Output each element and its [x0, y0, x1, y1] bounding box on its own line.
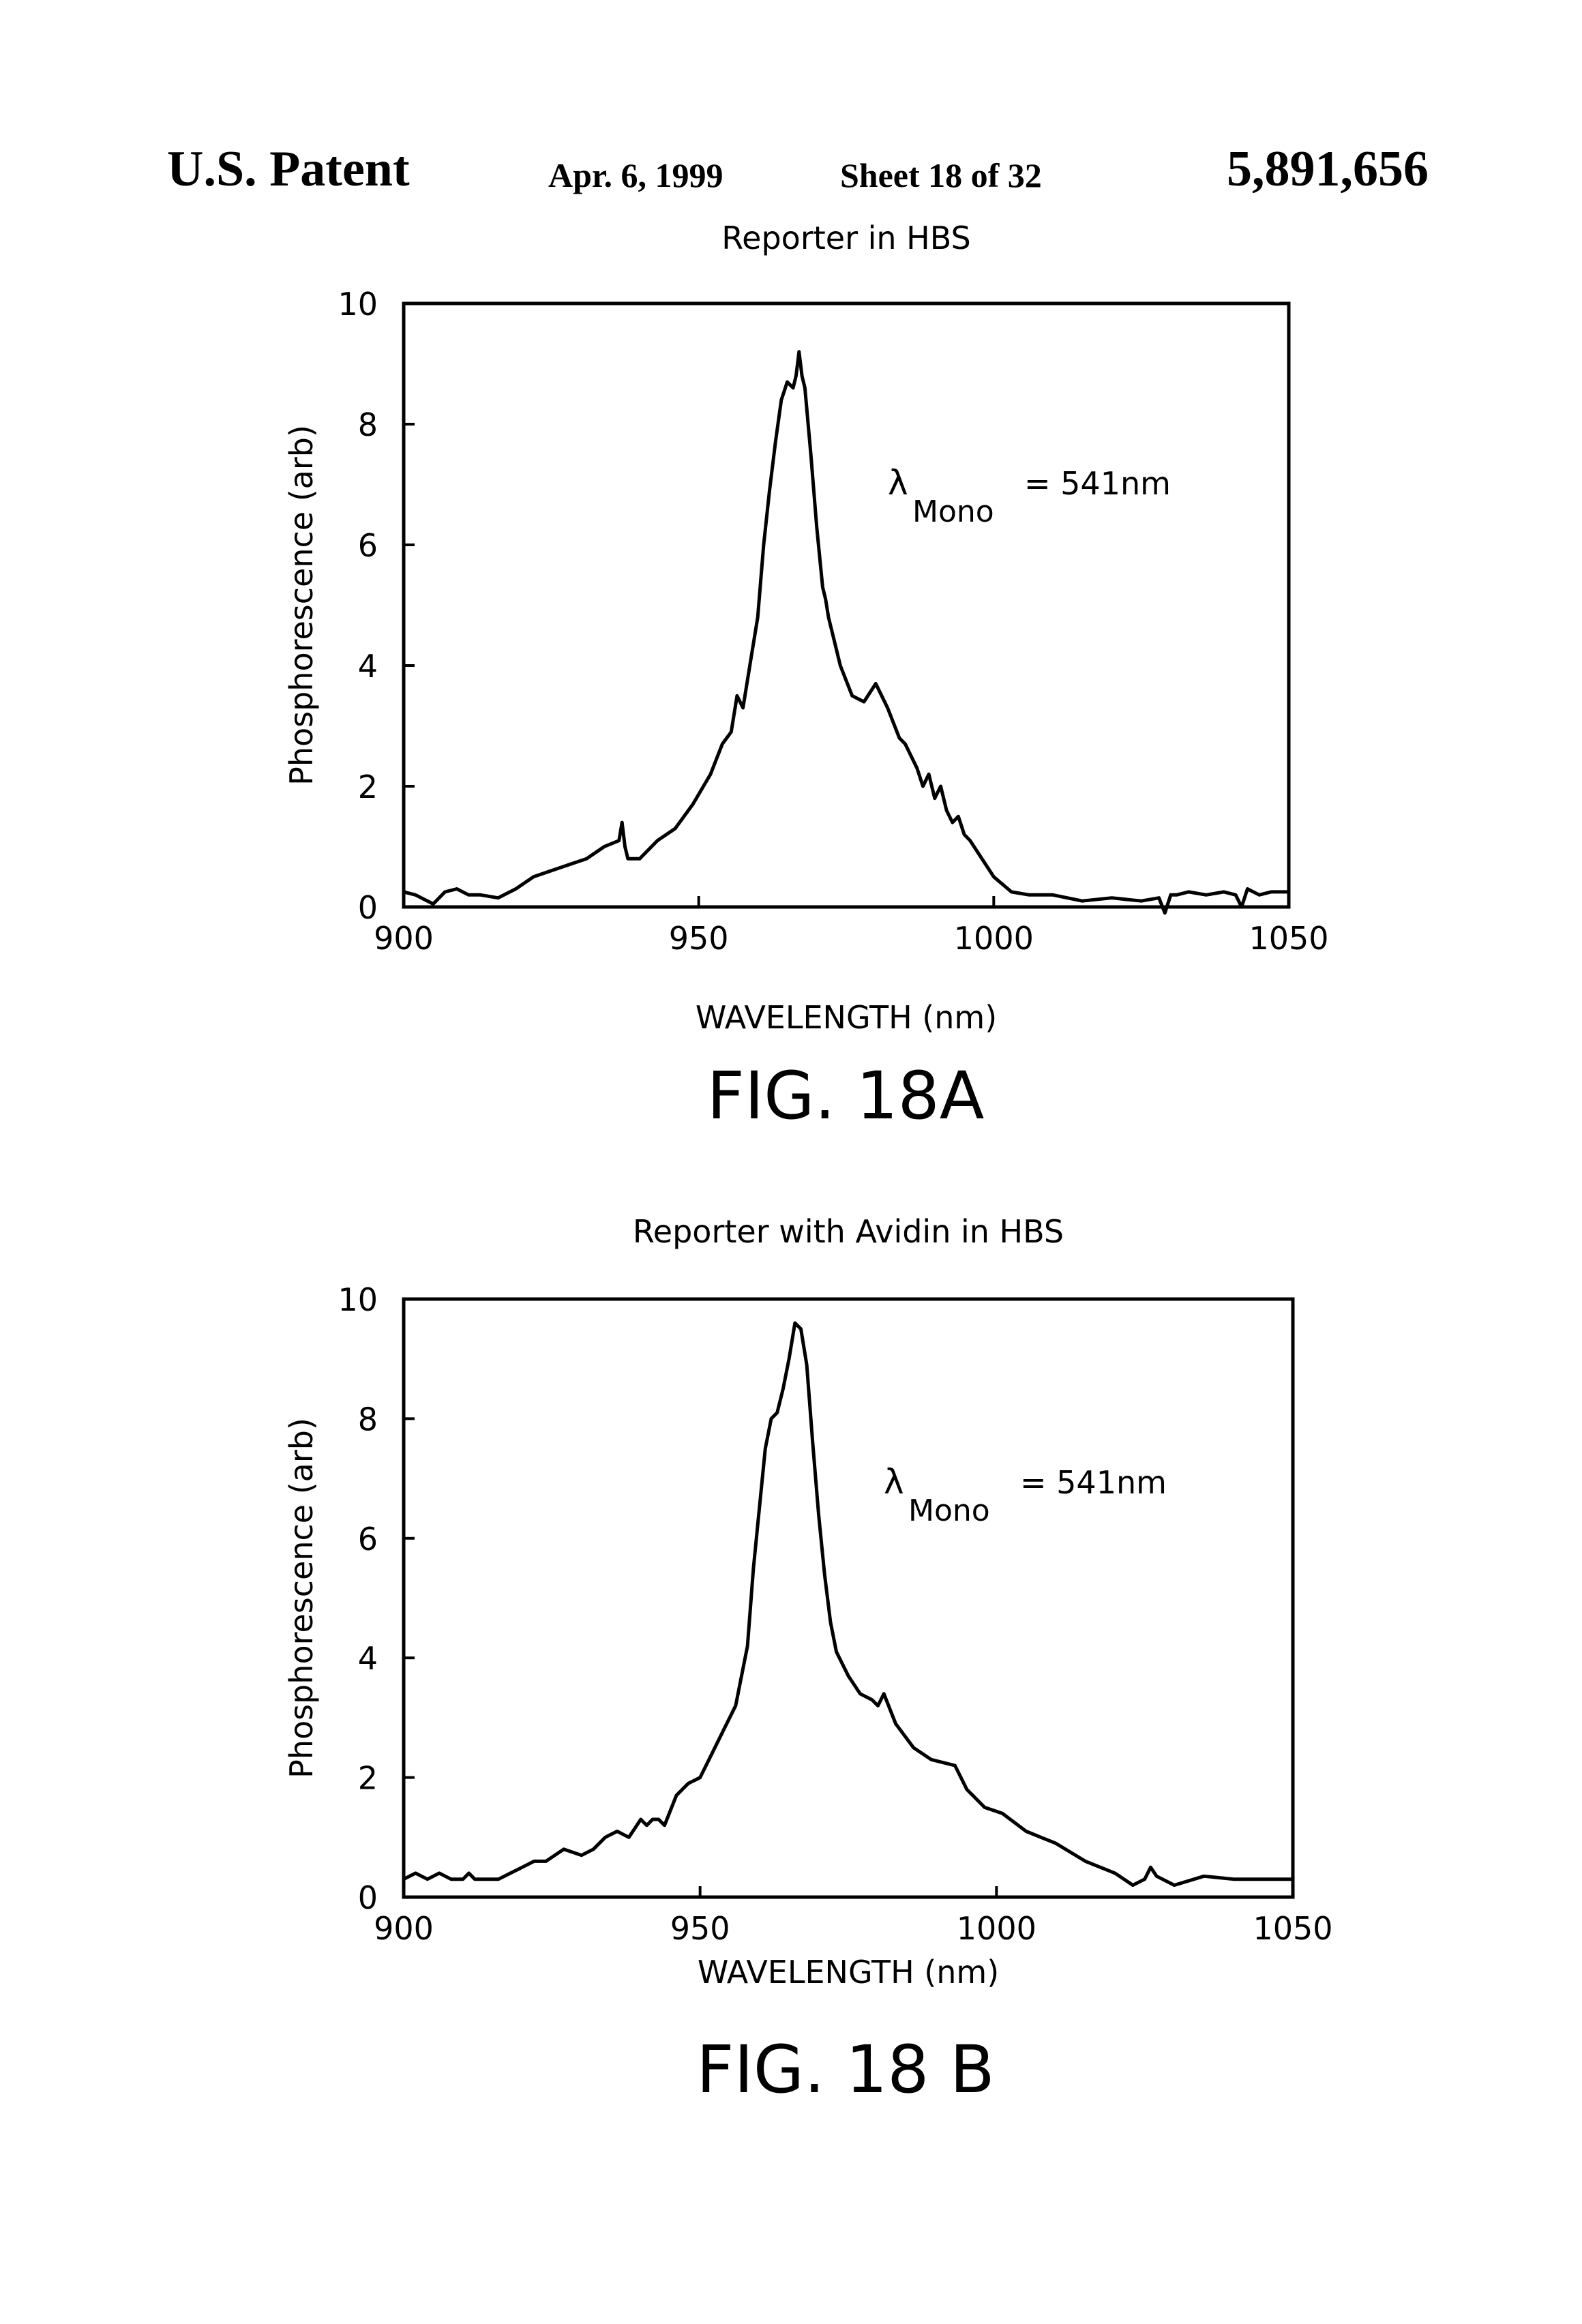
annotation-lambda: λ [884, 1462, 904, 1502]
y-tick-label: 6 [358, 1521, 378, 1558]
y-tick-label: 4 [358, 1640, 378, 1677]
y-tick-label: 2 [358, 1760, 378, 1797]
x-tick-label: 950 [670, 1910, 730, 1947]
chart-title: Reporter with Avidin in HBS [633, 1213, 1064, 1250]
y-axis-label: Phosphorescence (arb) [283, 1418, 320, 1778]
y-tick-label: 10 [338, 1281, 378, 1318]
x-tick-label: 1000 [957, 1910, 1036, 1947]
y-tick-label: 8 [358, 1401, 378, 1437]
x-axis-label: WAVELENGTH (nm) [698, 1954, 999, 1991]
annotation-value: = 541nm [1020, 1464, 1167, 1501]
x-tick-label: 1050 [1253, 1910, 1332, 1947]
data-line [404, 1323, 1293, 1885]
figure-caption: FIG. 18 B [696, 2031, 994, 2108]
plot-frame [404, 1299, 1293, 1897]
annotation-subscript: Mono [908, 1493, 990, 1528]
x-tick-label: 900 [374, 1910, 434, 1947]
